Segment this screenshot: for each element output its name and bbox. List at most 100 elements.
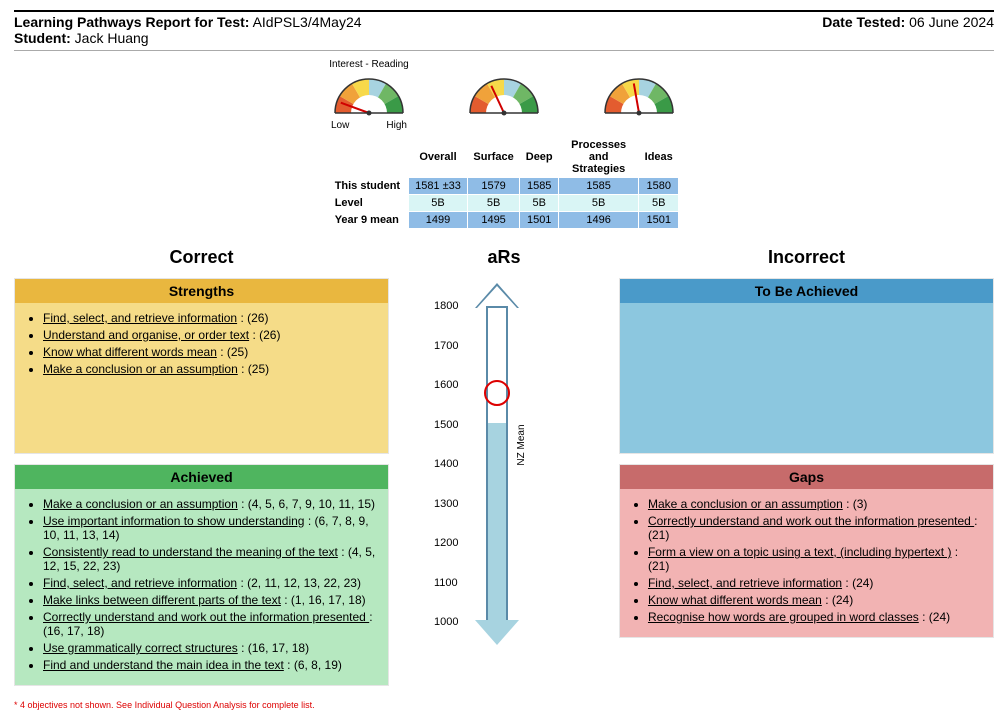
score-cell-0-2: 1585 xyxy=(520,178,559,195)
gaps-qnums: : (24) xyxy=(845,576,873,590)
achieved-link[interactable]: Correctly understand and work out the in… xyxy=(43,610,369,624)
gaps-panel: Gaps Make a conclusion or an assumption … xyxy=(619,464,994,638)
achieved-qnums: : (16, 17, 18) xyxy=(241,641,309,655)
score-col-4: Ideas xyxy=(639,137,679,178)
student-label: Student: xyxy=(14,30,71,46)
strengths-panel: Strengths Find, select, and retrieve inf… xyxy=(14,278,389,454)
achieved-qnums: : (1, 16, 17, 18) xyxy=(284,593,365,607)
score-cell-2-1: 1495 xyxy=(467,212,519,229)
gauge-0: Interest - Reading Low High xyxy=(329,59,409,131)
achieved-link[interactable]: Find and understand the main idea in the… xyxy=(43,658,284,672)
strengths-qnums: : (26) xyxy=(240,311,268,325)
achieved-item: Find, select, and retrieve information :… xyxy=(43,576,376,590)
scale-tick: 1100 xyxy=(434,577,458,589)
score-cell-1-2: 5B xyxy=(520,195,559,212)
gaps-qnums: : (3) xyxy=(846,497,867,511)
tba-panel: To Be Achieved xyxy=(619,278,994,454)
scale-tick: 1000 xyxy=(434,616,458,628)
gaps-item: Make a conclusion or an assumption : (3) xyxy=(648,497,981,511)
scale-tick: 1400 xyxy=(434,458,458,470)
strengths-item: Make a conclusion or an assumption : (25… xyxy=(43,362,376,376)
score-cell-0-0: 1581 ±33 xyxy=(409,178,468,195)
gaps-link[interactable]: Recognise how words are grouped in word … xyxy=(648,610,919,624)
score-rowlabel-1: Level xyxy=(329,195,409,212)
achieved-item: Make a conclusion or an assumption : (4,… xyxy=(43,497,376,511)
tba-title: To Be Achieved xyxy=(620,279,993,303)
gaps-item: Form a view on a topic using a text, (in… xyxy=(648,545,981,573)
gauge-high: High xyxy=(386,120,407,131)
test-name: AIdPSL3/4May24 xyxy=(253,14,362,30)
achieved-title: Achieved xyxy=(15,465,388,489)
score-col-2: Deep xyxy=(520,137,559,178)
score-cell-2-4: 1501 xyxy=(639,212,679,229)
score-cell-2-2: 1501 xyxy=(520,212,559,229)
strengths-qnums: : (25) xyxy=(241,362,269,376)
score-rowlabel-0: This student xyxy=(329,178,409,195)
strengths-item: Know what different words mean : (25) xyxy=(43,345,376,359)
strengths-title: Strengths xyxy=(15,279,388,303)
achieved-link[interactable]: Use important information to show unders… xyxy=(43,514,304,528)
score-cell-1-1: 5B xyxy=(467,195,519,212)
gauge-title xyxy=(464,59,544,71)
strengths-link[interactable]: Find, select, and retrieve information xyxy=(43,311,237,325)
achieved-item: Use grammatically correct structures : (… xyxy=(43,641,376,655)
achieved-item: Correctly understand and work out the in… xyxy=(43,610,376,638)
gaps-link[interactable]: Find, select, and retrieve information xyxy=(648,576,842,590)
strengths-qnums: : (26) xyxy=(252,328,280,342)
scale-tick: 1300 xyxy=(434,498,458,510)
header-row-2: Student: Jack Huang xyxy=(14,30,994,46)
score-cell-2-3: 1496 xyxy=(559,212,639,229)
score-cell-0-4: 1580 xyxy=(639,178,679,195)
gauge-title: Interest - Reading xyxy=(329,59,409,71)
strengths-link[interactable]: Know what different words mean xyxy=(43,345,217,359)
scale-tick: 1200 xyxy=(434,537,458,549)
correct-heading: Correct xyxy=(14,247,389,268)
achieved-panel: Achieved Make a conclusion or an assumpt… xyxy=(14,464,389,686)
strengths-item: Find, select, and retrieve information :… xyxy=(43,311,376,325)
gauge-2 xyxy=(599,59,679,131)
score-col-0: Overall xyxy=(409,137,468,178)
gaps-link[interactable]: Make a conclusion or an assumption xyxy=(648,497,843,511)
score-cell-0-3: 1585 xyxy=(559,178,639,195)
achieved-link[interactable]: Make links between different parts of th… xyxy=(43,593,281,607)
strengths-qnums: : (25) xyxy=(220,345,248,359)
achieved-item: Find and understand the main idea in the… xyxy=(43,658,376,672)
achieved-link[interactable]: Consistently read to understand the mean… xyxy=(43,545,338,559)
header-row-1: Learning Pathways Report for Test: AIdPS… xyxy=(14,14,994,30)
date-value: 06 June 2024 xyxy=(909,14,994,30)
achieved-item: Use important information to show unders… xyxy=(43,514,376,542)
score-cell-2-0: 1499 xyxy=(409,212,468,229)
incorrect-heading: Incorrect xyxy=(619,247,994,268)
scale-tick: 1800 xyxy=(434,300,458,312)
score-cell-0-1: 1579 xyxy=(467,178,519,195)
student-marker xyxy=(484,380,510,406)
scale-tick: 1600 xyxy=(434,379,458,391)
gauge-title xyxy=(599,59,679,71)
strengths-link[interactable]: Understand and organise, or order text xyxy=(43,328,249,342)
strengths-item: Understand and organise, or order text :… xyxy=(43,328,376,342)
score-cell-1-3: 5B xyxy=(559,195,639,212)
achieved-link[interactable]: Make a conclusion or an assumption xyxy=(43,497,238,511)
scale-tick: 1700 xyxy=(434,340,458,352)
footnote: * 4 objectives not shown. See Individual… xyxy=(14,700,994,710)
achieved-item: Consistently read to understand the mean… xyxy=(43,545,376,573)
gaps-link[interactable]: Form a view on a topic using a text, (in… xyxy=(648,545,951,559)
achieved-qnums: : (4, 5, 6, 7, 9, 10, 11, 15) xyxy=(241,497,375,511)
achieved-qnums: : (2, 11, 12, 13, 22, 23) xyxy=(240,576,361,590)
achieved-qnums: : (6, 8, 19) xyxy=(287,658,342,672)
achieved-link[interactable]: Use grammatically correct structures xyxy=(43,641,238,655)
gaps-link[interactable]: Know what different words mean xyxy=(648,593,822,607)
gaps-title: Gaps xyxy=(620,465,993,489)
gauge-low: Low xyxy=(331,120,349,131)
student-name: Jack Huang xyxy=(75,30,149,46)
score-col-1: Surface xyxy=(467,137,519,178)
gaps-qnums: : (24) xyxy=(922,610,950,624)
score-table: OverallSurfaceDeepProcessesand Strategie… xyxy=(329,137,680,229)
date-label: Date Tested: xyxy=(822,14,905,30)
strengths-link[interactable]: Make a conclusion or an assumption xyxy=(43,362,238,376)
gaps-link[interactable]: Correctly understand and work out the in… xyxy=(648,514,974,528)
achieved-link[interactable]: Find, select, and retrieve information xyxy=(43,576,237,590)
gaps-item: Find, select, and retrieve information :… xyxy=(648,576,981,590)
gauge-1 xyxy=(464,59,544,131)
gaps-item: Correctly understand and work out the in… xyxy=(648,514,981,542)
